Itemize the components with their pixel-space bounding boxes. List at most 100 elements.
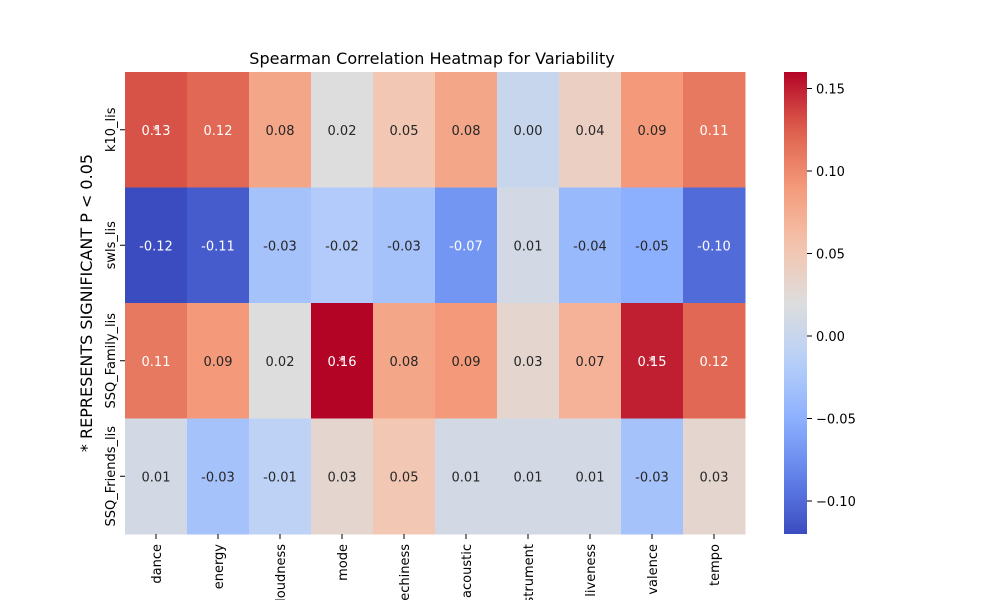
x-tick-label: valence [646, 544, 661, 595]
colorbar: 0.15 0.10 0.05 0.00 −0.05 −0.10 [784, 72, 856, 534]
heatmap-cell [373, 303, 436, 419]
heatmap-cell [435, 418, 498, 535]
y-tick-label: k10_lis [104, 107, 119, 152]
x-axis-ticks: dance energy loudness mode speechiness acoust… [150, 534, 723, 600]
x-tick-label: acoustic [460, 544, 475, 598]
heatmap-cell [187, 303, 250, 419]
heatmap-cell [683, 72, 746, 188]
cell-value-label: 0.08 [266, 124, 295, 139]
heatmap-cell [559, 72, 622, 188]
cell-value-label: -0.04 [573, 239, 607, 254]
colorbar-tick-label: 0.05 [816, 248, 845, 263]
heatmap-cell [311, 187, 374, 304]
heatmap-cell [497, 303, 560, 419]
cell-value-label: 0.01 [514, 239, 543, 254]
heatmap-cell [435, 72, 498, 188]
colorbar-gradient [784, 72, 807, 534]
cell-value-label: 0.04 [576, 124, 605, 139]
heatmap-cell [249, 303, 312, 419]
cell-value-label: -0.05 [635, 239, 669, 254]
heatmap-cell [621, 187, 684, 304]
heatmap-cell [249, 187, 312, 304]
chart-title: Spearman Correlation Heatmap for Variabi… [249, 49, 614, 68]
colorbar-tick-label: −0.10 [816, 495, 856, 510]
cell-value-label: -0.03 [263, 239, 297, 254]
heatmap-cells [125, 72, 746, 535]
cell-value-label: 0.09 [638, 124, 667, 139]
heatmap-cell [125, 72, 188, 188]
cell-value-label: 0.11 [700, 124, 729, 139]
significance-marker: * [153, 124, 160, 139]
significance-marker: * [339, 355, 346, 370]
heatmap-cell [311, 303, 374, 419]
cell-value-label: 0.09 [204, 355, 233, 370]
heatmap-cell [497, 72, 560, 188]
heatmap-cell [559, 303, 622, 419]
heatmap-cell [311, 72, 374, 188]
heatmap-cell [187, 187, 250, 304]
cell-value-label: 0.05 [390, 470, 419, 485]
heatmap-cell [125, 187, 188, 304]
heatmap-cell [621, 72, 684, 188]
y-tick-label: SSQ_Friends_lis [104, 426, 119, 527]
heatmap-cell [683, 187, 746, 304]
y-axis-ticks: k10_lis swls_lis SSQ_Family_lis SSQ_Friends… [104, 107, 125, 526]
cell-value-label: -0.03 [635, 470, 669, 485]
colorbar-tick-label: 0.15 [816, 83, 845, 98]
heatmap-cell [125, 303, 188, 419]
heatmap-cell [435, 303, 498, 419]
cell-value-label: 0.05 [390, 124, 419, 139]
x-tick-label: speechiness [398, 544, 413, 600]
cell-value-label: -0.02 [325, 239, 359, 254]
cell-value-label: 0.03 [514, 355, 543, 370]
x-tick-label: mode [336, 544, 351, 581]
heatmap-cell [249, 72, 312, 188]
x-tick-label: dance [150, 544, 165, 584]
heatmap-cell [435, 187, 498, 304]
cell-value-label: 0.01 [452, 470, 481, 485]
cell-value-label: 0.01 [576, 470, 605, 485]
heatmap-cell [497, 418, 560, 535]
heatmap-cell [621, 418, 684, 535]
cell-value-label: 0.08 [452, 124, 481, 139]
cell-value-label: 0.11 [142, 355, 171, 370]
heatmap-cell [125, 418, 188, 535]
heatmap-cell [187, 418, 250, 535]
cell-value-label: 0.01 [142, 470, 171, 485]
cell-value-label: 0.13 [142, 124, 171, 139]
heatmap-cell [187, 72, 250, 188]
cell-value-label: 0.01 [514, 470, 543, 485]
cell-value-label: -0.03 [387, 239, 421, 254]
colorbar-tick-label: −0.05 [816, 413, 856, 428]
heatmap-cell [559, 187, 622, 304]
heatmap-cell [621, 303, 684, 419]
cell-value-label: 0.08 [390, 355, 419, 370]
y-axis-label: * REPRESENTS SIGNIFICANT P < 0.05 [77, 154, 96, 452]
cell-value-label: 0.03 [328, 470, 357, 485]
x-tick-label: tempo [708, 544, 723, 586]
y-tick-label: swls_lis [104, 221, 119, 270]
cell-value-label: -0.11 [201, 239, 235, 254]
cell-value-label: -0.10 [697, 239, 731, 254]
cell-value-label: 0.15 [638, 355, 667, 370]
significance-marker: * [649, 355, 656, 370]
cell-value-label: -0.12 [139, 239, 173, 254]
cell-value-label: 0.09 [452, 355, 481, 370]
heatmap-cell [249, 418, 312, 535]
y-tick-label: SSQ_Family_lis [104, 313, 119, 409]
x-tick-label: loudness [274, 544, 289, 600]
x-tick-label: instrument [522, 544, 537, 600]
cell-value-label: 0.02 [328, 124, 357, 139]
heatmap-cell [311, 418, 374, 535]
colorbar-tick-label: 0.10 [816, 165, 845, 180]
cell-value-label: -0.01 [263, 470, 297, 485]
cell-value-label: 0.12 [700, 355, 729, 370]
cell-value-label: 0.03 [700, 470, 729, 485]
colorbar-tick-label: 0.00 [816, 330, 845, 345]
heatmap-cell [373, 187, 436, 304]
x-tick-label: liveness [584, 544, 599, 597]
heatmap-cell [373, 72, 436, 188]
cell-value-label: 0.00 [514, 124, 543, 139]
